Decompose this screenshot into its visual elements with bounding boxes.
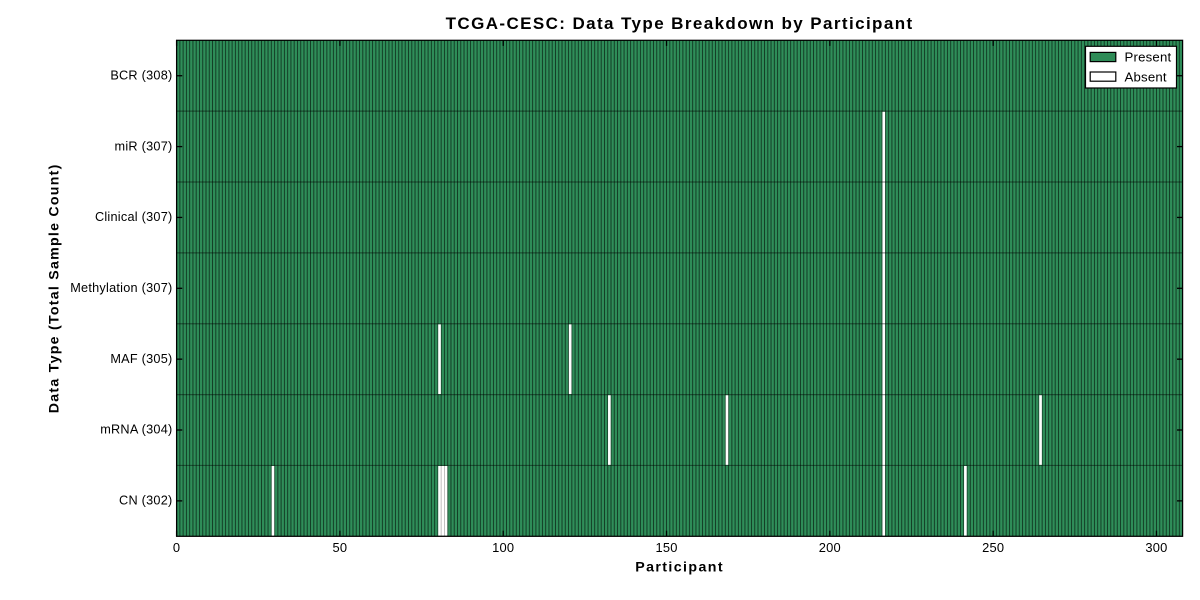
svg-text:0: 0 — [173, 540, 180, 555]
svg-text:100: 100 — [492, 540, 514, 555]
svg-text:miR (307): miR (307) — [115, 139, 173, 153]
svg-text:Data Type (Total Sample Count): Data Type (Total Sample Count) — [47, 163, 63, 413]
svg-text:Present: Present — [1125, 50, 1172, 65]
svg-text:200: 200 — [819, 540, 841, 555]
svg-text:50: 50 — [333, 540, 348, 555]
svg-text:250: 250 — [982, 540, 1004, 555]
svg-text:Clinical (307): Clinical (307) — [95, 210, 173, 224]
svg-text:MAF (305): MAF (305) — [110, 352, 172, 366]
svg-text:Participant: Participant — [635, 559, 724, 575]
svg-text:TCGA-CESC: Data Type Breakdown: TCGA-CESC: Data Type Breakdown by Partic… — [446, 14, 914, 33]
svg-text:CN (302): CN (302) — [119, 494, 172, 508]
svg-text:150: 150 — [655, 540, 677, 555]
svg-text:300: 300 — [1145, 540, 1167, 555]
svg-text:mRNA (304): mRNA (304) — [100, 423, 172, 437]
svg-text:BCR (308): BCR (308) — [110, 68, 172, 82]
svg-text:Absent: Absent — [1125, 69, 1167, 84]
svg-text:Methylation (307): Methylation (307) — [70, 281, 172, 295]
